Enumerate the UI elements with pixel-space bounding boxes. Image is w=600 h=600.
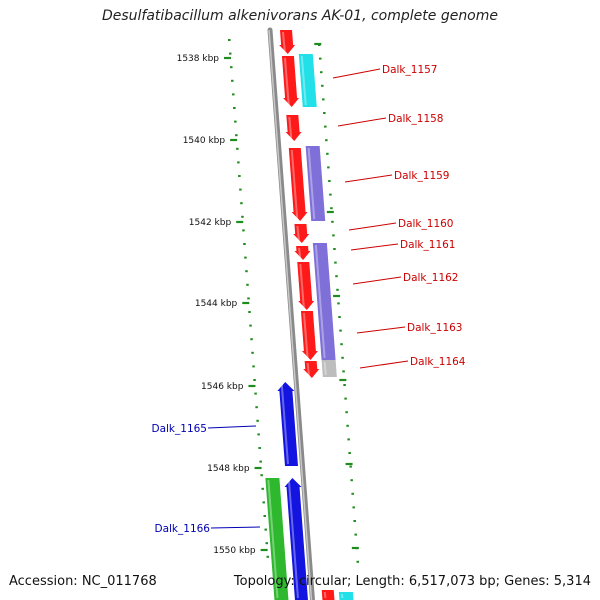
gene-label[interactable]: Dalk_1163 [407, 322, 463, 334]
gene-red-dalk-1159-highlight [290, 149, 299, 220]
gene-red-dalk-1162-shape[interactable] [297, 262, 315, 310]
gene-red-dalk-1161-highlight [298, 247, 302, 259]
gene-label[interactable]: Dalk_1159 [394, 170, 450, 182]
label-leader-line [350, 243, 399, 251]
feature-green[interactable] [265, 478, 289, 600]
gene-label[interactable]: Dalk_1164 [410, 356, 466, 368]
map-title: Desulfatibacillum alkenivorans AK-01, co… [101, 8, 499, 24]
gene-red-dalk-1161[interactable] [294, 246, 311, 260]
feature-purple-1-highlight [307, 147, 316, 220]
gene-blue-dalk-1165-highlight [280, 383, 289, 465]
scale-label: 1542 kbp [189, 218, 232, 228]
feature-gray[interactable] [321, 360, 337, 377]
gene-label[interactable]: Dalk_1162 [403, 272, 459, 284]
gene-red-dalk-1160[interactable] [293, 224, 310, 243]
gene-label[interactable]: Dalk_1160 [398, 218, 454, 230]
gene-label[interactable]: Dalk_1157 [382, 64, 438, 76]
gene-red-dalk-1157-highlight [283, 57, 290, 106]
scale-label: 1540 kbp [183, 136, 226, 146]
feature-cyan[interactable] [298, 54, 317, 107]
genome-stats-text: Topology: circular; Length: 6,517,073 bp… [233, 574, 591, 589]
scale-label: 1546 kbp [201, 382, 244, 392]
label-leader-line [337, 117, 387, 127]
gene-blue-dalk-1166-highlight [287, 479, 299, 599]
scale-ruler-right [314, 42, 360, 563]
gene-red-dalk-1162[interactable] [297, 262, 315, 310]
scale-label: 1538 kbp [177, 54, 220, 64]
scale-label: 1544 kbp [195, 299, 238, 309]
label-leader-lines [207, 68, 409, 529]
gene-red-next-highlight [323, 591, 327, 599]
feature-gray-shape[interactable] [321, 360, 337, 377]
gene-red-dalk-1160-shape[interactable] [293, 224, 310, 243]
feature-cyan-next[interactable] [338, 592, 354, 600]
feature-cyan-next-shape[interactable] [338, 592, 354, 600]
feature-green-highlight [267, 479, 279, 599]
gene-red-dalk-1164-highlight [306, 362, 310, 377]
gene-red-dalk-1163-shape[interactable] [300, 311, 318, 360]
gene-blue-dalk-1165-shape[interactable] [277, 382, 298, 466]
feature-cyan-next-highlight [340, 593, 344, 599]
gene-red-dalk-1158[interactable] [285, 115, 302, 141]
gene-red-dalk-1161-shape[interactable] [294, 246, 311, 260]
gene-red-dalk-1158-highlight [288, 116, 293, 140]
scale-label: 1550 kbp [213, 546, 256, 556]
gene-red-dalk-1157[interactable] [281, 56, 300, 107]
feature-purple-1-shape[interactable] [305, 146, 326, 221]
label-leader-line [356, 326, 406, 334]
gene-label[interactable]: Dalk_1161 [400, 239, 456, 251]
feature-purple-2-shape[interactable] [312, 243, 336, 360]
gene-label[interactable]: Dalk_1166 [155, 523, 211, 535]
scale-ruler-left [224, 39, 270, 558]
gene-red-dalk-1164-shape[interactable] [303, 361, 320, 378]
gene-blue-dalk-1165[interactable] [277, 382, 298, 466]
feature-purple-2-highlight [314, 244, 326, 359]
gene-red-dalk-1159-shape[interactable] [288, 148, 308, 221]
gene-red-dalk-1156-shape[interactable] [279, 30, 296, 54]
feature-gray-highlight [323, 361, 327, 376]
label-leader-line [359, 360, 409, 369]
backbone-highlight [268, 29, 313, 600]
gene-red-dalk-1163-highlight [302, 312, 309, 359]
label-leader-line [332, 68, 381, 79]
gene-features[interactable] [265, 30, 354, 600]
gene-red-dalk-1158-shape[interactable] [285, 115, 302, 141]
scale-labels: 1538 kbp 1540 kbp 1542 kbp 1544 kbp 1546 kbp… [177, 54, 256, 556]
gene-label[interactable]: Dalk_1158 [388, 113, 444, 125]
gene-red-dalk-1159[interactable] [288, 148, 308, 221]
accession-text: Accession: NC_011768 [9, 574, 157, 589]
gene-red-dalk-1160-highlight [296, 225, 300, 242]
scale-label: 1548 kbp [207, 464, 250, 474]
gene-red-dalk-1163[interactable] [300, 311, 318, 360]
gene-red-next-shape[interactable] [321, 590, 335, 600]
label-leader-line [207, 425, 257, 429]
label-leader-line [348, 222, 397, 231]
backbone-line [267, 27, 315, 600]
feature-purple-2[interactable] [312, 243, 336, 360]
gene-labels[interactable]: Dalk_1157 Dalk_1158 Dalk_1159 Dalk_1160 Dalk… [152, 64, 466, 535]
feature-purple-1[interactable] [305, 146, 326, 221]
gene-label[interactable]: Dalk_1165 [152, 423, 208, 435]
gene-red-dalk-1156[interactable] [279, 30, 296, 54]
gene-blue-dalk-1166[interactable] [284, 478, 308, 600]
genome-backbone [267, 27, 315, 600]
label-leader-line [210, 526, 261, 529]
feature-cyan-highlight [300, 55, 307, 106]
gene-red-dalk-1157-shape[interactable] [281, 56, 300, 107]
gene-red-dalk-1164[interactable] [303, 361, 320, 378]
gene-red-dalk-1162-highlight [299, 263, 305, 309]
gene-red-next[interactable] [321, 590, 335, 600]
label-leader-line [344, 174, 393, 183]
gene-red-dalk-1156-highlight [282, 31, 286, 53]
label-leader-line [352, 276, 402, 285]
gene-blue-dalk-1166-shape[interactable] [284, 478, 308, 600]
feature-green-shape[interactable] [265, 478, 289, 600]
feature-cyan-shape[interactable] [298, 54, 317, 107]
